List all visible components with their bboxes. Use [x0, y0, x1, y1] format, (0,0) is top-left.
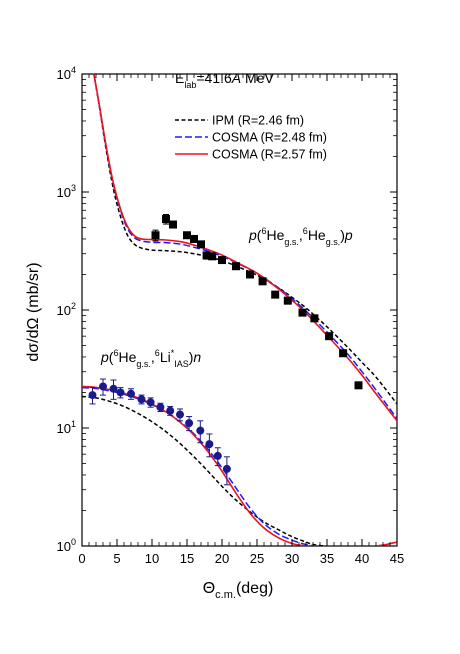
elastic-data-point	[169, 220, 177, 229]
charge-exchange-data-point	[166, 406, 175, 415]
charge-exchange-data-point	[185, 419, 194, 428]
elastic-data-point	[354, 381, 363, 390]
charge-exchange-data-point	[127, 389, 135, 398]
x-tick-label: 25	[250, 551, 264, 566]
x-axis-title: Θc.m.(deg)	[203, 580, 274, 601]
elastic-data-point	[183, 231, 191, 240]
theory-curves	[82, 74, 397, 546]
x-tick-label: 10	[145, 551, 159, 566]
elastic-data-point	[162, 215, 170, 224]
elastic-data-point	[151, 231, 160, 240]
elastic-data-point	[325, 332, 334, 341]
elastic-data-point	[218, 256, 226, 265]
charge-exchange-curve-cosma-r-2-57-fm	[82, 385, 308, 546]
x-tick-label: 35	[320, 551, 334, 566]
elastic-data-point	[232, 262, 240, 271]
elastic-data-point	[190, 234, 198, 243]
charge-exchange-curve-cosma-r-2-48-fm	[82, 386, 317, 546]
charge-exchange-data-point	[196, 426, 205, 435]
legend-label: COSMA (R=2.57 fm)	[212, 148, 327, 162]
charge-exchange-data-point	[205, 440, 214, 449]
elastic-data-point	[310, 314, 319, 323]
elastic-data-point	[339, 349, 348, 358]
elastic-data-point	[202, 251, 211, 260]
y-tick-label: 103	[57, 183, 76, 200]
charge-exchange-data-point	[99, 382, 107, 391]
legend-label: COSMA (R=2.48 fm)	[212, 131, 327, 145]
elastic-data-point	[298, 308, 307, 317]
y-axis-title: dσ/dΩ (mb/sr)	[25, 262, 42, 361]
x-tick-label: 30	[285, 551, 299, 566]
elastic-data-point	[283, 296, 292, 305]
plot-border	[81, 73, 398, 547]
charge-exchange-curve-ipm-r-2-46-fm	[82, 395, 324, 546]
x-tick-label: 40	[355, 551, 369, 566]
elastic-data-point	[258, 277, 267, 286]
axis-ticks: 0 5 10 15 20 25 30 35 40 45 100 101 102 103 104	[57, 65, 405, 566]
y-tick-label: 102	[57, 301, 76, 318]
plot-frame	[81, 73, 398, 547]
x-tick-label: 5	[113, 551, 120, 566]
charge-exchange-data-point	[156, 403, 165, 412]
y-tick-label: 101	[57, 419, 76, 436]
y-tick-label: 100	[57, 537, 76, 554]
charge-exchange-data-point	[176, 410, 184, 419]
charge-exchange-data-point	[213, 451, 222, 460]
elastic-data-point	[197, 240, 205, 249]
legend-label: IPM (R=2.46 fm)	[212, 114, 304, 128]
elastic-reaction-label: p(6Heg.s.,6Heg.s.)p	[248, 226, 353, 247]
charge-exchange-data-point	[116, 388, 125, 397]
x-tick-label: 0	[78, 551, 85, 566]
legend: IPM (R=2.46 fm) COSMA (R=2.48 fm) COSMA (R…	[175, 114, 327, 162]
charge-exchange-data-point	[88, 391, 97, 400]
elastic-data-point	[246, 270, 254, 279]
x-tick-label: 20	[215, 551, 229, 566]
charge-exchange-data-point	[222, 464, 231, 473]
elastic-data-point	[208, 252, 217, 261]
elastic-data-point	[271, 290, 280, 299]
charge-exchange-data-point	[109, 384, 118, 393]
x-tick-label: 45	[390, 551, 404, 566]
data-points	[88, 213, 363, 486]
charge-exchange-reaction-label: p(6Heg.s.,6Li*IAS)n	[100, 348, 201, 369]
x-tick-label: 15	[180, 551, 194, 566]
chart-title: Elab=41.6A MeV	[175, 70, 274, 90]
charge-exchange-data-point	[146, 398, 155, 407]
y-tick-label: 104	[57, 65, 76, 82]
charge-exchange-data-point	[137, 395, 146, 404]
charge-exchange-curve-cosma-r-2-57-fm	[375, 541, 397, 546]
